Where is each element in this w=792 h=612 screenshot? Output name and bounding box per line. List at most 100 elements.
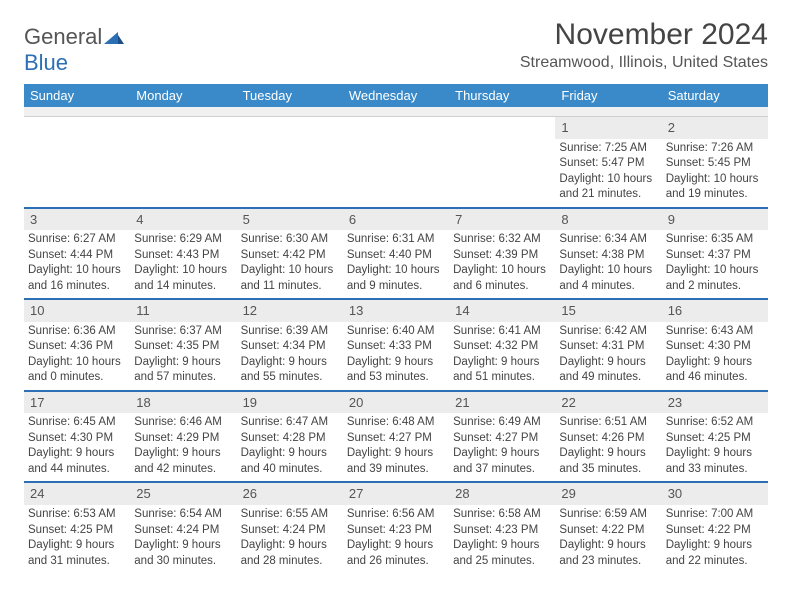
day-number: 28 <box>449 483 555 505</box>
day-cell: 14Sunrise: 6:41 AMSunset: 4:32 PMDayligh… <box>449 300 555 390</box>
week-row: 1Sunrise: 7:25 AMSunset: 5:47 PMDaylight… <box>24 117 768 207</box>
daylight-line: Daylight: 9 hours and 28 minutes. <box>241 538 339 569</box>
day-number: 6 <box>343 209 449 231</box>
daylight-line: Daylight: 9 hours and 35 minutes. <box>559 446 657 477</box>
day-cell: 25Sunrise: 6:54 AMSunset: 4:24 PMDayligh… <box>130 483 236 573</box>
daylight-line: Daylight: 9 hours and 22 minutes. <box>666 538 764 569</box>
day-cell: 12Sunrise: 6:39 AMSunset: 4:34 PMDayligh… <box>237 300 343 390</box>
day-cell: 4Sunrise: 6:29 AMSunset: 4:43 PMDaylight… <box>130 209 236 299</box>
sunset-line: Sunset: 4:31 PM <box>559 339 657 355</box>
brand-part1: General <box>24 24 102 49</box>
day-cell: 6Sunrise: 6:31 AMSunset: 4:40 PMDaylight… <box>343 209 449 299</box>
day-number: 18 <box>130 392 236 414</box>
day-cell: 16Sunrise: 6:43 AMSunset: 4:30 PMDayligh… <box>662 300 768 390</box>
day-number: 20 <box>343 392 449 414</box>
daylight-line: Daylight: 9 hours and 53 minutes. <box>347 355 445 386</box>
day-number: 26 <box>237 483 343 505</box>
sunset-line: Sunset: 4:27 PM <box>347 431 445 447</box>
day-number: 27 <box>343 483 449 505</box>
sunrise-line: Sunrise: 6:47 AM <box>241 415 339 431</box>
sunrise-line: Sunrise: 6:30 AM <box>241 232 339 248</box>
sunset-line: Sunset: 4:37 PM <box>666 248 764 264</box>
weekday-header: Tuesday <box>237 84 343 107</box>
sunset-line: Sunset: 4:33 PM <box>347 339 445 355</box>
sunset-line: Sunset: 5:45 PM <box>666 156 764 172</box>
daylight-line: Daylight: 9 hours and 33 minutes. <box>666 446 764 477</box>
weekday-header-row: Sunday Monday Tuesday Wednesday Thursday… <box>24 84 768 107</box>
sunset-line: Sunset: 4:25 PM <box>28 523 126 539</box>
day-cell: 22Sunrise: 6:51 AMSunset: 4:26 PMDayligh… <box>555 392 661 482</box>
sunrise-line: Sunrise: 7:25 AM <box>559 141 657 157</box>
day-number: 17 <box>24 392 130 414</box>
daylight-line: Daylight: 10 hours and 11 minutes. <box>241 263 339 294</box>
day-number: 5 <box>237 209 343 231</box>
daylight-line: Daylight: 9 hours and 44 minutes. <box>28 446 126 477</box>
sunrise-line: Sunrise: 6:36 AM <box>28 324 126 340</box>
sunrise-line: Sunrise: 6:46 AM <box>134 415 232 431</box>
daylight-line: Daylight: 10 hours and 2 minutes. <box>666 263 764 294</box>
day-cell: 19Sunrise: 6:47 AMSunset: 4:28 PMDayligh… <box>237 392 343 482</box>
day-number: 29 <box>555 483 661 505</box>
sunset-line: Sunset: 4:39 PM <box>453 248 551 264</box>
sunrise-line: Sunrise: 7:26 AM <box>666 141 764 157</box>
day-cell <box>449 117 555 207</box>
sunset-line: Sunset: 4:35 PM <box>134 339 232 355</box>
sunrise-line: Sunrise: 6:39 AM <box>241 324 339 340</box>
day-cell: 5Sunrise: 6:30 AMSunset: 4:42 PMDaylight… <box>237 209 343 299</box>
day-cell: 1Sunrise: 7:25 AMSunset: 5:47 PMDaylight… <box>555 117 661 207</box>
day-number: 15 <box>555 300 661 322</box>
day-number: 24 <box>24 483 130 505</box>
sunset-line: Sunset: 4:22 PM <box>666 523 764 539</box>
daylight-line: Daylight: 10 hours and 14 minutes. <box>134 263 232 294</box>
day-cell: 21Sunrise: 6:49 AMSunset: 4:27 PMDayligh… <box>449 392 555 482</box>
calendar-grid: Sunday Monday Tuesday Wednesday Thursday… <box>24 84 768 573</box>
day-cell: 13Sunrise: 6:40 AMSunset: 4:33 PMDayligh… <box>343 300 449 390</box>
day-cell: 23Sunrise: 6:52 AMSunset: 4:25 PMDayligh… <box>662 392 768 482</box>
day-cell <box>237 117 343 207</box>
day-cell: 20Sunrise: 6:48 AMSunset: 4:27 PMDayligh… <box>343 392 449 482</box>
weekday-header: Thursday <box>449 84 555 107</box>
sunrise-line: Sunrise: 6:45 AM <box>28 415 126 431</box>
sunset-line: Sunset: 5:47 PM <box>559 156 657 172</box>
sunrise-line: Sunrise: 6:59 AM <box>559 507 657 523</box>
day-number: 19 <box>237 392 343 414</box>
sunset-line: Sunset: 4:24 PM <box>134 523 232 539</box>
daylight-line: Daylight: 9 hours and 49 minutes. <box>559 355 657 386</box>
daylight-line: Daylight: 9 hours and 26 minutes. <box>347 538 445 569</box>
week-row: 17Sunrise: 6:45 AMSunset: 4:30 PMDayligh… <box>24 390 768 482</box>
daylight-line: Daylight: 9 hours and 55 minutes. <box>241 355 339 386</box>
daylight-line: Daylight: 9 hours and 46 minutes. <box>666 355 764 386</box>
sunset-line: Sunset: 4:29 PM <box>134 431 232 447</box>
day-cell: 26Sunrise: 6:55 AMSunset: 4:24 PMDayligh… <box>237 483 343 573</box>
day-number: 8 <box>555 209 661 231</box>
sunrise-line: Sunrise: 6:41 AM <box>453 324 551 340</box>
sunset-line: Sunset: 4:42 PM <box>241 248 339 264</box>
day-number: 23 <box>662 392 768 414</box>
daylight-line: Daylight: 9 hours and 40 minutes. <box>241 446 339 477</box>
sunset-line: Sunset: 4:34 PM <box>241 339 339 355</box>
day-number: 25 <box>130 483 236 505</box>
daylight-line: Daylight: 9 hours and 25 minutes. <box>453 538 551 569</box>
daylight-line: Daylight: 9 hours and 30 minutes. <box>134 538 232 569</box>
day-cell: 17Sunrise: 6:45 AMSunset: 4:30 PMDayligh… <box>24 392 130 482</box>
day-cell: 11Sunrise: 6:37 AMSunset: 4:35 PMDayligh… <box>130 300 236 390</box>
daylight-line: Daylight: 9 hours and 39 minutes. <box>347 446 445 477</box>
day-cell: 10Sunrise: 6:36 AMSunset: 4:36 PMDayligh… <box>24 300 130 390</box>
daylight-line: Daylight: 9 hours and 42 minutes. <box>134 446 232 477</box>
day-cell: 30Sunrise: 7:00 AMSunset: 4:22 PMDayligh… <box>662 483 768 573</box>
sunrise-line: Sunrise: 6:56 AM <box>347 507 445 523</box>
brand-part2: Blue <box>24 50 68 75</box>
day-number: 3 <box>24 209 130 231</box>
sunset-line: Sunset: 4:27 PM <box>453 431 551 447</box>
day-number: 2 <box>662 117 768 139</box>
daylight-line: Daylight: 9 hours and 37 minutes. <box>453 446 551 477</box>
day-number: 7 <box>449 209 555 231</box>
day-number: 13 <box>343 300 449 322</box>
week-row: 24Sunrise: 6:53 AMSunset: 4:25 PMDayligh… <box>24 481 768 573</box>
daylight-line: Daylight: 10 hours and 21 minutes. <box>559 172 657 203</box>
weekday-header: Wednesday <box>343 84 449 107</box>
week-row: 3Sunrise: 6:27 AMSunset: 4:44 PMDaylight… <box>24 207 768 299</box>
header-spacer <box>24 107 768 117</box>
sunset-line: Sunset: 4:30 PM <box>28 431 126 447</box>
day-cell: 27Sunrise: 6:56 AMSunset: 4:23 PMDayligh… <box>343 483 449 573</box>
